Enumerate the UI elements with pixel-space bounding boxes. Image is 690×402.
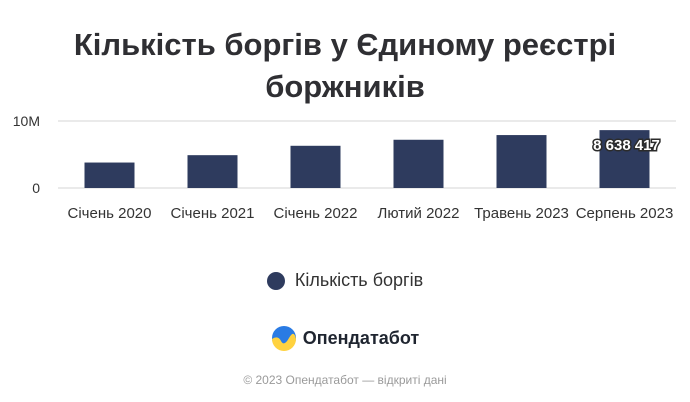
chart-title: Кількість боргів у Єдиному реєстрі боржн… <box>73 27 617 104</box>
legend: Кількість боргів <box>0 270 690 291</box>
x-tick-label: Січень 2020 <box>68 205 152 222</box>
x-tick-label: Січень 2021 <box>171 205 255 222</box>
brand-name: Опендатабот <box>302 327 420 348</box>
bar <box>496 135 547 188</box>
y-tick-label: 0 <box>32 180 40 196</box>
bar <box>393 139 444 188</box>
bar <box>84 162 135 188</box>
bar <box>599 130 650 188</box>
opendatabot-logo-icon <box>271 326 296 351</box>
legend-label: Кількість боргів <box>294 270 424 290</box>
x-tick-label: Лютий 2022 <box>378 205 460 222</box>
x-tick-label: Січень 2022 <box>274 205 358 222</box>
bar <box>187 155 238 188</box>
legend-marker <box>266 271 285 290</box>
x-tick-label: Травень 2023 <box>474 205 569 222</box>
data-label: 8 638 417 <box>593 137 660 154</box>
bar-chart: 0 10M Січень 2020 Січень 2021 Січень 2022 Лют… <box>13 113 676 222</box>
bar <box>290 145 341 188</box>
footer: © 2023 Опендатабот — відкриті дані <box>243 373 447 387</box>
brand: Опендатабот <box>0 325 690 351</box>
y-tick-label: 10M <box>13 113 40 129</box>
x-tick-label: Серпень 2023 <box>576 205 674 222</box>
